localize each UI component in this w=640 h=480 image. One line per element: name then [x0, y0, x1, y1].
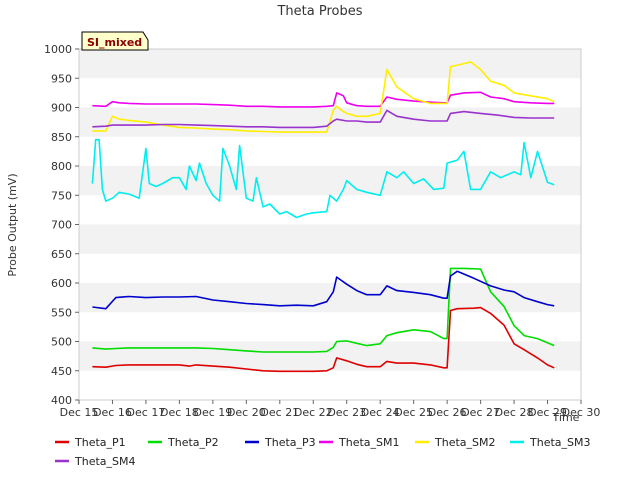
- y-tick-label: 450: [51, 365, 72, 378]
- x-tick-label: Dec 16: [93, 406, 132, 419]
- series-line-theta-sm3: [91, 138, 555, 219]
- x-tick-label: Dec 27: [461, 406, 500, 419]
- chart-title: Theta Probes: [276, 4, 362, 19]
- y-tick-label: 1000: [44, 43, 72, 56]
- x-tick-label: Dec 17: [127, 406, 166, 419]
- legend-item-theta-p1: Theta_P1: [55, 436, 126, 449]
- badge-box: [81, 31, 149, 51]
- x-tick-label: Dec 20: [227, 406, 266, 419]
- legend-item-theta-p3: Theta_P3: [245, 436, 316, 449]
- x-axis-label: Time: [552, 411, 580, 424]
- y-tick-label: 900: [51, 102, 72, 115]
- x-tick-label: Dec 22: [294, 406, 333, 419]
- x-tick-label: Dec 15: [60, 406, 99, 419]
- x-tick-label: Dec 28: [495, 406, 534, 419]
- y-axis-label: Probe Output (mV): [6, 173, 19, 276]
- x-tick-label: Dec 26: [428, 406, 467, 419]
- legend-label: Theta_SM1: [338, 436, 399, 449]
- y-tick-label: 650: [51, 248, 72, 261]
- y-tick-label: 850: [51, 131, 72, 144]
- legend: Theta_P1 Theta_P2 Theta_P3 Theta_SM1 Theta_S…: [55, 436, 590, 468]
- grid-band: [79, 166, 581, 196]
- legend-label: Theta_P2: [167, 436, 219, 449]
- series-layer: [91, 61, 555, 373]
- legend-item-theta-p2: Theta_P2: [148, 436, 219, 449]
- site-badge: SI_mixed: [81, 31, 149, 51]
- series-line-theta-sm1: [92, 91, 555, 108]
- legend-label: Theta_P1: [74, 436, 126, 449]
- series-line-theta-sm4: [92, 109, 555, 129]
- grid-band: [79, 49, 581, 79]
- legend-item-theta-sm1: Theta_SM1: [319, 436, 399, 449]
- x-tick-label: Dec 21: [260, 406, 299, 419]
- x-tick-label: Dec 29: [528, 406, 567, 419]
- x-tick-label: Dec 24: [361, 406, 400, 419]
- grid-band: [79, 224, 581, 254]
- y-tick-label: 750: [51, 189, 72, 202]
- y-tick-label: 600: [51, 277, 72, 290]
- badge-label: SI_mixed: [87, 36, 142, 49]
- y-tick-label: 700: [51, 219, 72, 232]
- legend-item-theta-sm4: Theta_SM4: [55, 455, 135, 468]
- grid-band: [79, 136, 581, 166]
- legend-label: Theta_SM3: [529, 436, 590, 449]
- y-tick-label: 400: [51, 394, 72, 407]
- legend-item-theta-sm3: Theta_SM3: [510, 436, 590, 449]
- series-line-theta-p2: [92, 267, 555, 353]
- y-tick-label: 550: [51, 306, 72, 319]
- y-tick-label: 500: [51, 336, 72, 349]
- grid-band: [79, 341, 581, 371]
- x-tick-label: Dec 18: [160, 406, 199, 419]
- grid-band: [79, 370, 581, 400]
- x-tick-label: Dec 25: [394, 406, 433, 419]
- series-line-theta-p1: [92, 306, 555, 373]
- series-line-theta-p3: [92, 270, 555, 310]
- x-tick-label: Dec 23: [327, 406, 366, 419]
- grid-band: [79, 78, 581, 108]
- y-tick-label: 950: [51, 72, 72, 85]
- legend-label: Theta_SM4: [74, 455, 135, 468]
- legend-label: Theta_P3: [264, 436, 316, 449]
- x-tick-label: Dec 30: [562, 406, 601, 419]
- y-tick-label: 800: [51, 160, 72, 173]
- series-line-theta-sm2: [92, 61, 555, 133]
- legend-label: Theta_SM2: [434, 436, 495, 449]
- grid-band: [79, 312, 581, 342]
- grid-band: [79, 195, 581, 225]
- legend-item-theta-sm2: Theta_SM2: [415, 436, 495, 449]
- x-tick-label: Dec 19: [193, 406, 232, 419]
- grid-band: [79, 253, 581, 283]
- y-ticks: 400 450 500 550 600 650 700 750 800 850 900 950 1000: [44, 43, 79, 407]
